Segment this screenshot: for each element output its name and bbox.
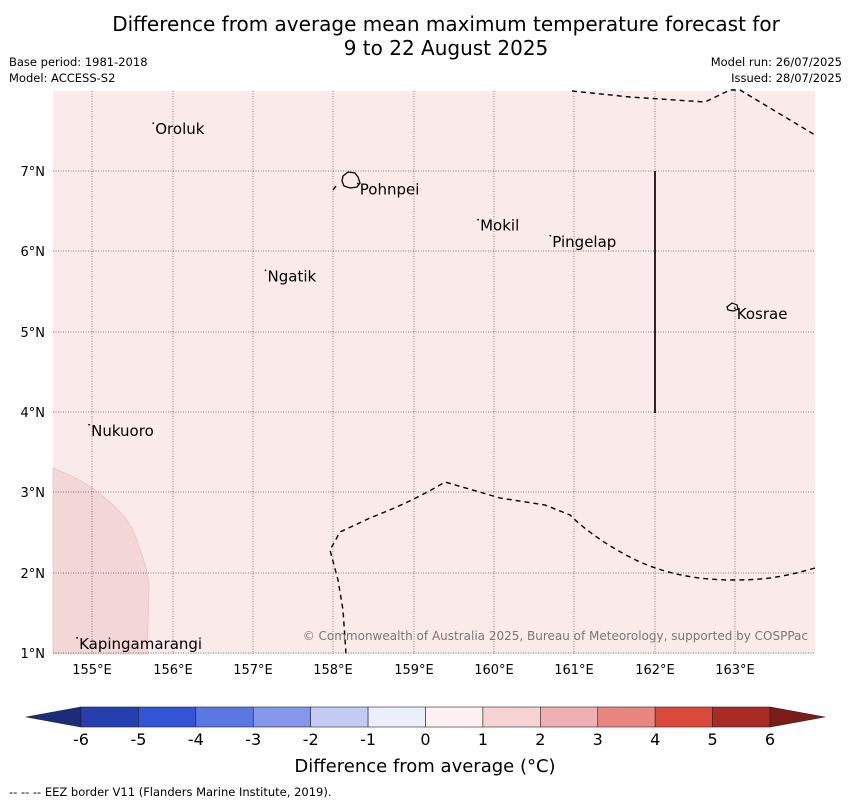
lat-tick: 5°N: [21, 326, 46, 341]
lon-tick: 163°E: [715, 663, 755, 678]
model-name: Model: ACCESS-S2: [9, 71, 116, 85]
lon-tick: 160°E: [474, 663, 514, 678]
warm-anomaly-region: [52, 467, 150, 655]
lat-tick: 3°N: [21, 486, 46, 501]
lon-tick: 161°E: [554, 663, 594, 678]
colorbar-bin: [367, 706, 426, 728]
copyright-notice: © Commonwealth of Australia 2025, Bureau…: [303, 629, 808, 643]
lon-tick: 156°E: [153, 663, 193, 678]
place-label: Nukuoro: [91, 422, 154, 440]
eez-borders: [329, 89, 816, 655]
place-label: Oroluk: [155, 120, 204, 138]
title-line-1: Difference from average mean maximum tem…: [112, 12, 780, 36]
colorbar-tick: 2: [535, 730, 545, 749]
place-marker: [356, 182, 359, 185]
lat-tick: 6°N: [21, 245, 46, 260]
lat-tick: 2°N: [21, 567, 46, 582]
colorbar-label: Difference from average (°C): [294, 756, 556, 777]
colorbar-tick: 5: [707, 730, 717, 749]
place-label: Kosrae: [737, 305, 788, 323]
lon-axis: 155°E 156°E 157°E 158°E 159°E 160°E 161°…: [72, 663, 755, 678]
place-label: Mokil: [480, 217, 519, 235]
colorbar-tick: -3: [245, 730, 261, 749]
lon-tick: 159°E: [394, 663, 434, 678]
model-run: Model run: 26/07/2025: [710, 55, 842, 69]
lon-tick: 158°E: [313, 663, 353, 678]
place-marker: [549, 234, 552, 237]
meta-left: Base period: 1981-2018 Model: ACCESS-S2: [9, 54, 148, 86]
place-marker: [88, 423, 90, 426]
lon-tick: 155°E: [72, 663, 112, 678]
colorbar-tick: 0: [420, 730, 430, 749]
colorbar-tick: -2: [303, 730, 319, 749]
lat-tick: 4°N: [21, 406, 46, 421]
colorbar-bin: [195, 706, 254, 728]
place-marker: [76, 637, 78, 639]
place-markers: Oroluk Pohnpei Mokil Pingelap Ngatik Kosrae Nu…: [76, 120, 787, 653]
colorbar-bin: [654, 706, 713, 728]
place-marker: [733, 307, 736, 310]
colorbar-tick: 4: [650, 730, 660, 749]
place-marker: [264, 269, 267, 272]
colorbar-bin: [597, 706, 656, 728]
colorbar-bin: [310, 706, 369, 728]
place-marker: [477, 218, 480, 221]
lat-tick: 1°N: [21, 647, 46, 662]
eez-footnote: -- -- -- EEZ border V11 (Flanders Marine…: [9, 785, 332, 799]
colorbar: -6 -5 -4 -3 -2 -1 0 1 2 3 4 5 6: [25, 706, 826, 749]
colorbar-bin: [540, 706, 599, 728]
meta-right: Model run: 26/07/2025 Issued: 28/07/2025: [711, 54, 842, 86]
colorbar-over-extension: [769, 706, 826, 728]
pohnpei-island-shape: [341, 171, 361, 189]
colorbar-tick: -1: [360, 730, 376, 749]
colorbar-tick: -5: [130, 730, 146, 749]
chart-title: Difference from average mean maximum tem…: [40, 12, 850, 60]
lon-tick: 162°E: [635, 663, 675, 678]
colorbar-under-extension: [25, 706, 82, 728]
colorbar-tick: 1: [478, 730, 488, 749]
place-marker: [152, 122, 155, 125]
map-background: [53, 91, 815, 654]
place-label: Kapingamarangi: [79, 635, 202, 653]
colorbar-tick: -4: [188, 730, 204, 749]
gridlines: [53, 91, 815, 654]
colorbar-bin: [138, 706, 197, 728]
colorbar-bin: [252, 706, 311, 728]
place-label: Ngatik: [268, 267, 317, 285]
place-label: Pohnpei: [360, 180, 420, 198]
lon-tick: 157°E: [233, 663, 273, 678]
lat-axis: 7°N 6°N 5°N 4°N 3°N 2°N 1°N: [21, 165, 46, 662]
colorbar-tick: 6: [765, 730, 775, 749]
colorbar-bin: [80, 706, 139, 728]
title-line-2: 9 to 22 August 2025: [343, 36, 549, 60]
kosrae-island-shape: [726, 302, 739, 312]
issued-date: Issued: 28/07/2025: [731, 71, 842, 85]
eez-border-north: [571, 89, 816, 136]
eez-border-pohnpei: [332, 185, 337, 191]
colorbar-bin: [482, 706, 541, 728]
colorbar-bin: [425, 706, 484, 728]
lat-tick: 7°N: [21, 165, 46, 180]
place-label: Pingelap: [552, 233, 616, 251]
colorbar-bin: [712, 706, 771, 728]
base-period: Base period: 1981-2018: [9, 55, 148, 69]
eez-border-south: [329, 481, 816, 655]
colorbar-tick: 3: [593, 730, 603, 749]
colorbar-tick: -6: [73, 730, 89, 749]
